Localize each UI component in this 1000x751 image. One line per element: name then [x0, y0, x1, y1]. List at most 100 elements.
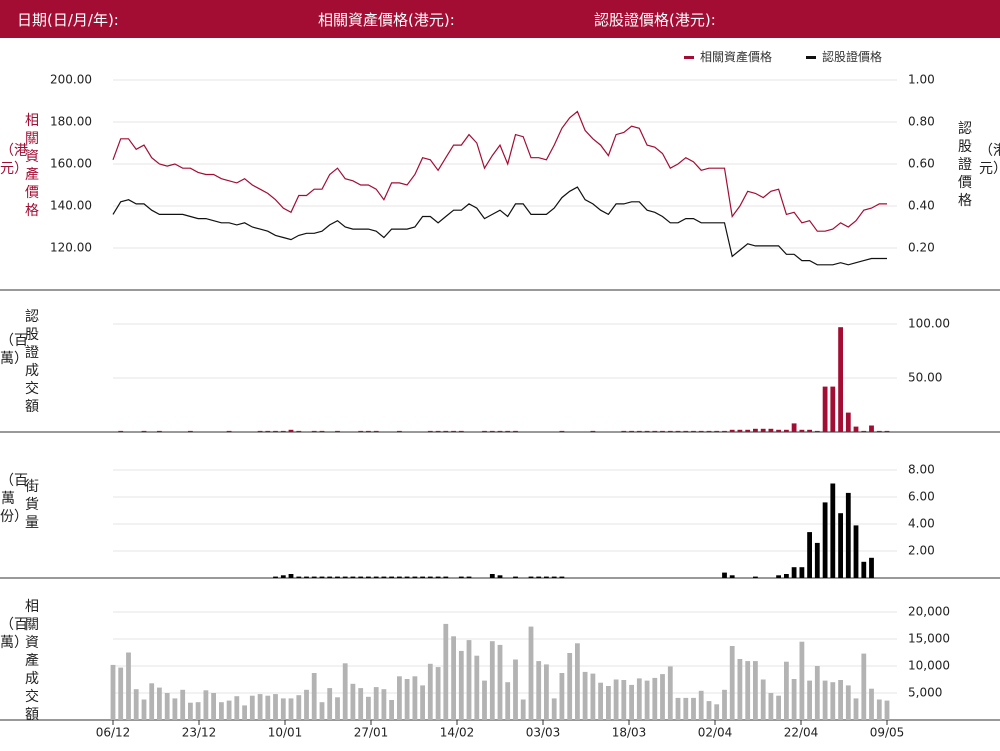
turnover-bar[interactable] — [660, 674, 665, 720]
turnover-bar[interactable] — [249, 695, 255, 720]
outstanding-bar[interactable] — [458, 576, 464, 578]
turnover-bar[interactable] — [861, 653, 867, 720]
warrant-volume-bar[interactable] — [838, 327, 843, 432]
outstanding-bar[interactable] — [838, 513, 843, 578]
turnover-bar[interactable] — [149, 683, 155, 720]
outstanding-bar[interactable] — [319, 576, 325, 578]
turnover-bar[interactable] — [188, 702, 193, 720]
warrant-volume-bar[interactable] — [729, 429, 735, 432]
turnover-bar[interactable] — [489, 641, 495, 720]
turnover-bar[interactable] — [443, 623, 449, 720]
warrant-volume-bar[interactable] — [497, 430, 503, 432]
turnover-bar[interactable] — [141, 699, 147, 721]
turnover-bar[interactable] — [412, 676, 418, 720]
warrant-volume-bar[interactable] — [118, 430, 124, 432]
turnover-bar[interactable] — [497, 644, 503, 720]
outstanding-bar[interactable] — [830, 483, 836, 579]
turnover-bar[interactable] — [195, 702, 201, 720]
outstanding-bar[interactable] — [389, 576, 394, 578]
outstanding-bar[interactable] — [280, 575, 286, 578]
warrant-volume-bar[interactable] — [776, 429, 781, 432]
outstanding-bar[interactable] — [729, 575, 735, 578]
outstanding-bar[interactable] — [350, 576, 356, 578]
warrant-volume-bar[interactable] — [188, 430, 193, 432]
turnover-bar[interactable] — [203, 690, 209, 720]
outstanding-bar[interactable] — [335, 576, 340, 578]
warrant-volume-bar[interactable] — [273, 430, 278, 432]
warrant-chart[interactable]: 200.00 180.00 160.00 140.00 120.00 1.00 0.80 0.… — [0, 38, 1000, 751]
turnover-bar[interactable] — [335, 697, 340, 720]
turnover-bar[interactable] — [621, 680, 627, 720]
outstanding-bar[interactable] — [404, 576, 410, 578]
warrant-volume-bar[interactable] — [397, 430, 402, 432]
warrant-volume-bar[interactable] — [451, 430, 456, 432]
turnover-bar[interactable] — [226, 700, 232, 720]
turnover-bar[interactable] — [458, 650, 464, 720]
turnover-bar[interactable] — [126, 652, 131, 721]
warrant-volume-bar[interactable] — [257, 430, 263, 432]
turnover-bar[interactable] — [675, 697, 681, 720]
outstanding-bar[interactable] — [381, 576, 387, 578]
outstanding-bar[interactable] — [273, 576, 278, 578]
turnover-bar[interactable] — [133, 689, 139, 720]
turnover-bar[interactable] — [342, 663, 348, 720]
turnover-bar[interactable] — [706, 701, 712, 720]
outstanding-bar[interactable] — [799, 567, 805, 578]
turnover-bar[interactable] — [520, 699, 526, 721]
outstanding-bar[interactable] — [869, 557, 874, 579]
warrant-volume-bar[interactable] — [644, 430, 650, 432]
warrant-volume-bar[interactable] — [559, 430, 565, 432]
turnover-bar[interactable] — [822, 680, 828, 720]
outstanding-bar[interactable] — [296, 576, 302, 578]
turnover-bar[interactable] — [845, 685, 851, 720]
outstanding-bar[interactable] — [466, 576, 472, 578]
outstanding-bar[interactable] — [559, 576, 565, 578]
turnover-bar[interactable] — [722, 689, 727, 720]
warrant-volume-bar[interactable] — [335, 430, 340, 432]
turnover-bar[interactable] — [234, 696, 240, 720]
outstanding-bar[interactable] — [528, 576, 534, 578]
turnover-bar[interactable] — [420, 685, 425, 720]
turnover-bar[interactable] — [776, 695, 781, 720]
turnover-bar[interactable] — [288, 698, 294, 720]
warrant-volume-bar[interactable] — [791, 423, 797, 432]
warrant-volume-bar[interactable] — [667, 430, 673, 432]
turnover-bar[interactable] — [559, 673, 565, 720]
legend-item-underlying[interactable]: 相關資產價格 — [684, 48, 772, 65]
warrant-volume-bar[interactable] — [799, 429, 805, 432]
turnover-bar[interactable] — [636, 678, 642, 720]
turnover-bar[interactable] — [536, 661, 542, 720]
warrant-volume-bar[interactable] — [745, 429, 751, 432]
outstanding-bar[interactable] — [722, 572, 727, 578]
warrant-volume-bar[interactable] — [636, 430, 642, 432]
turnover-bar[interactable] — [768, 693, 774, 720]
warrant-volume-bar[interactable] — [366, 430, 371, 432]
warrant-volume-bar[interactable] — [435, 430, 441, 432]
outstanding-bar[interactable] — [435, 576, 441, 578]
turnover-bar[interactable] — [598, 682, 603, 720]
outstanding-bar[interactable] — [807, 532, 812, 578]
warrant-volume-bar[interactable] — [722, 430, 727, 432]
warrant-volume-bar[interactable] — [784, 429, 789, 432]
outstanding-bar[interactable] — [342, 576, 348, 578]
turnover-bar[interactable] — [474, 655, 480, 720]
warrant-volume-bar[interactable] — [621, 430, 627, 432]
warrant-volume-bar[interactable] — [296, 430, 302, 432]
outstanding-bar[interactable] — [513, 576, 518, 578]
warrant-volume-bar[interactable] — [706, 430, 712, 432]
turnover-bar[interactable] — [753, 661, 758, 720]
turnover-bar[interactable] — [180, 689, 186, 720]
warrant-volume-bar[interactable] — [482, 430, 487, 432]
outstanding-bar[interactable] — [791, 567, 797, 578]
warrant-volume-bar[interactable] — [845, 412, 851, 432]
turnover-bar[interactable] — [211, 693, 216, 720]
turnover-bar[interactable] — [296, 695, 302, 720]
outstanding-bar[interactable] — [420, 576, 425, 578]
warrant-volume-bar[interactable] — [861, 430, 867, 432]
warrant-volume-bar[interactable] — [768, 428, 774, 432]
turnover-bar[interactable] — [791, 679, 797, 720]
outstanding-bar[interactable] — [814, 542, 820, 578]
turnover-bar[interactable] — [644, 680, 650, 720]
turnover-bar[interactable] — [482, 680, 487, 720]
warrant-volume-bar[interactable] — [513, 430, 518, 432]
